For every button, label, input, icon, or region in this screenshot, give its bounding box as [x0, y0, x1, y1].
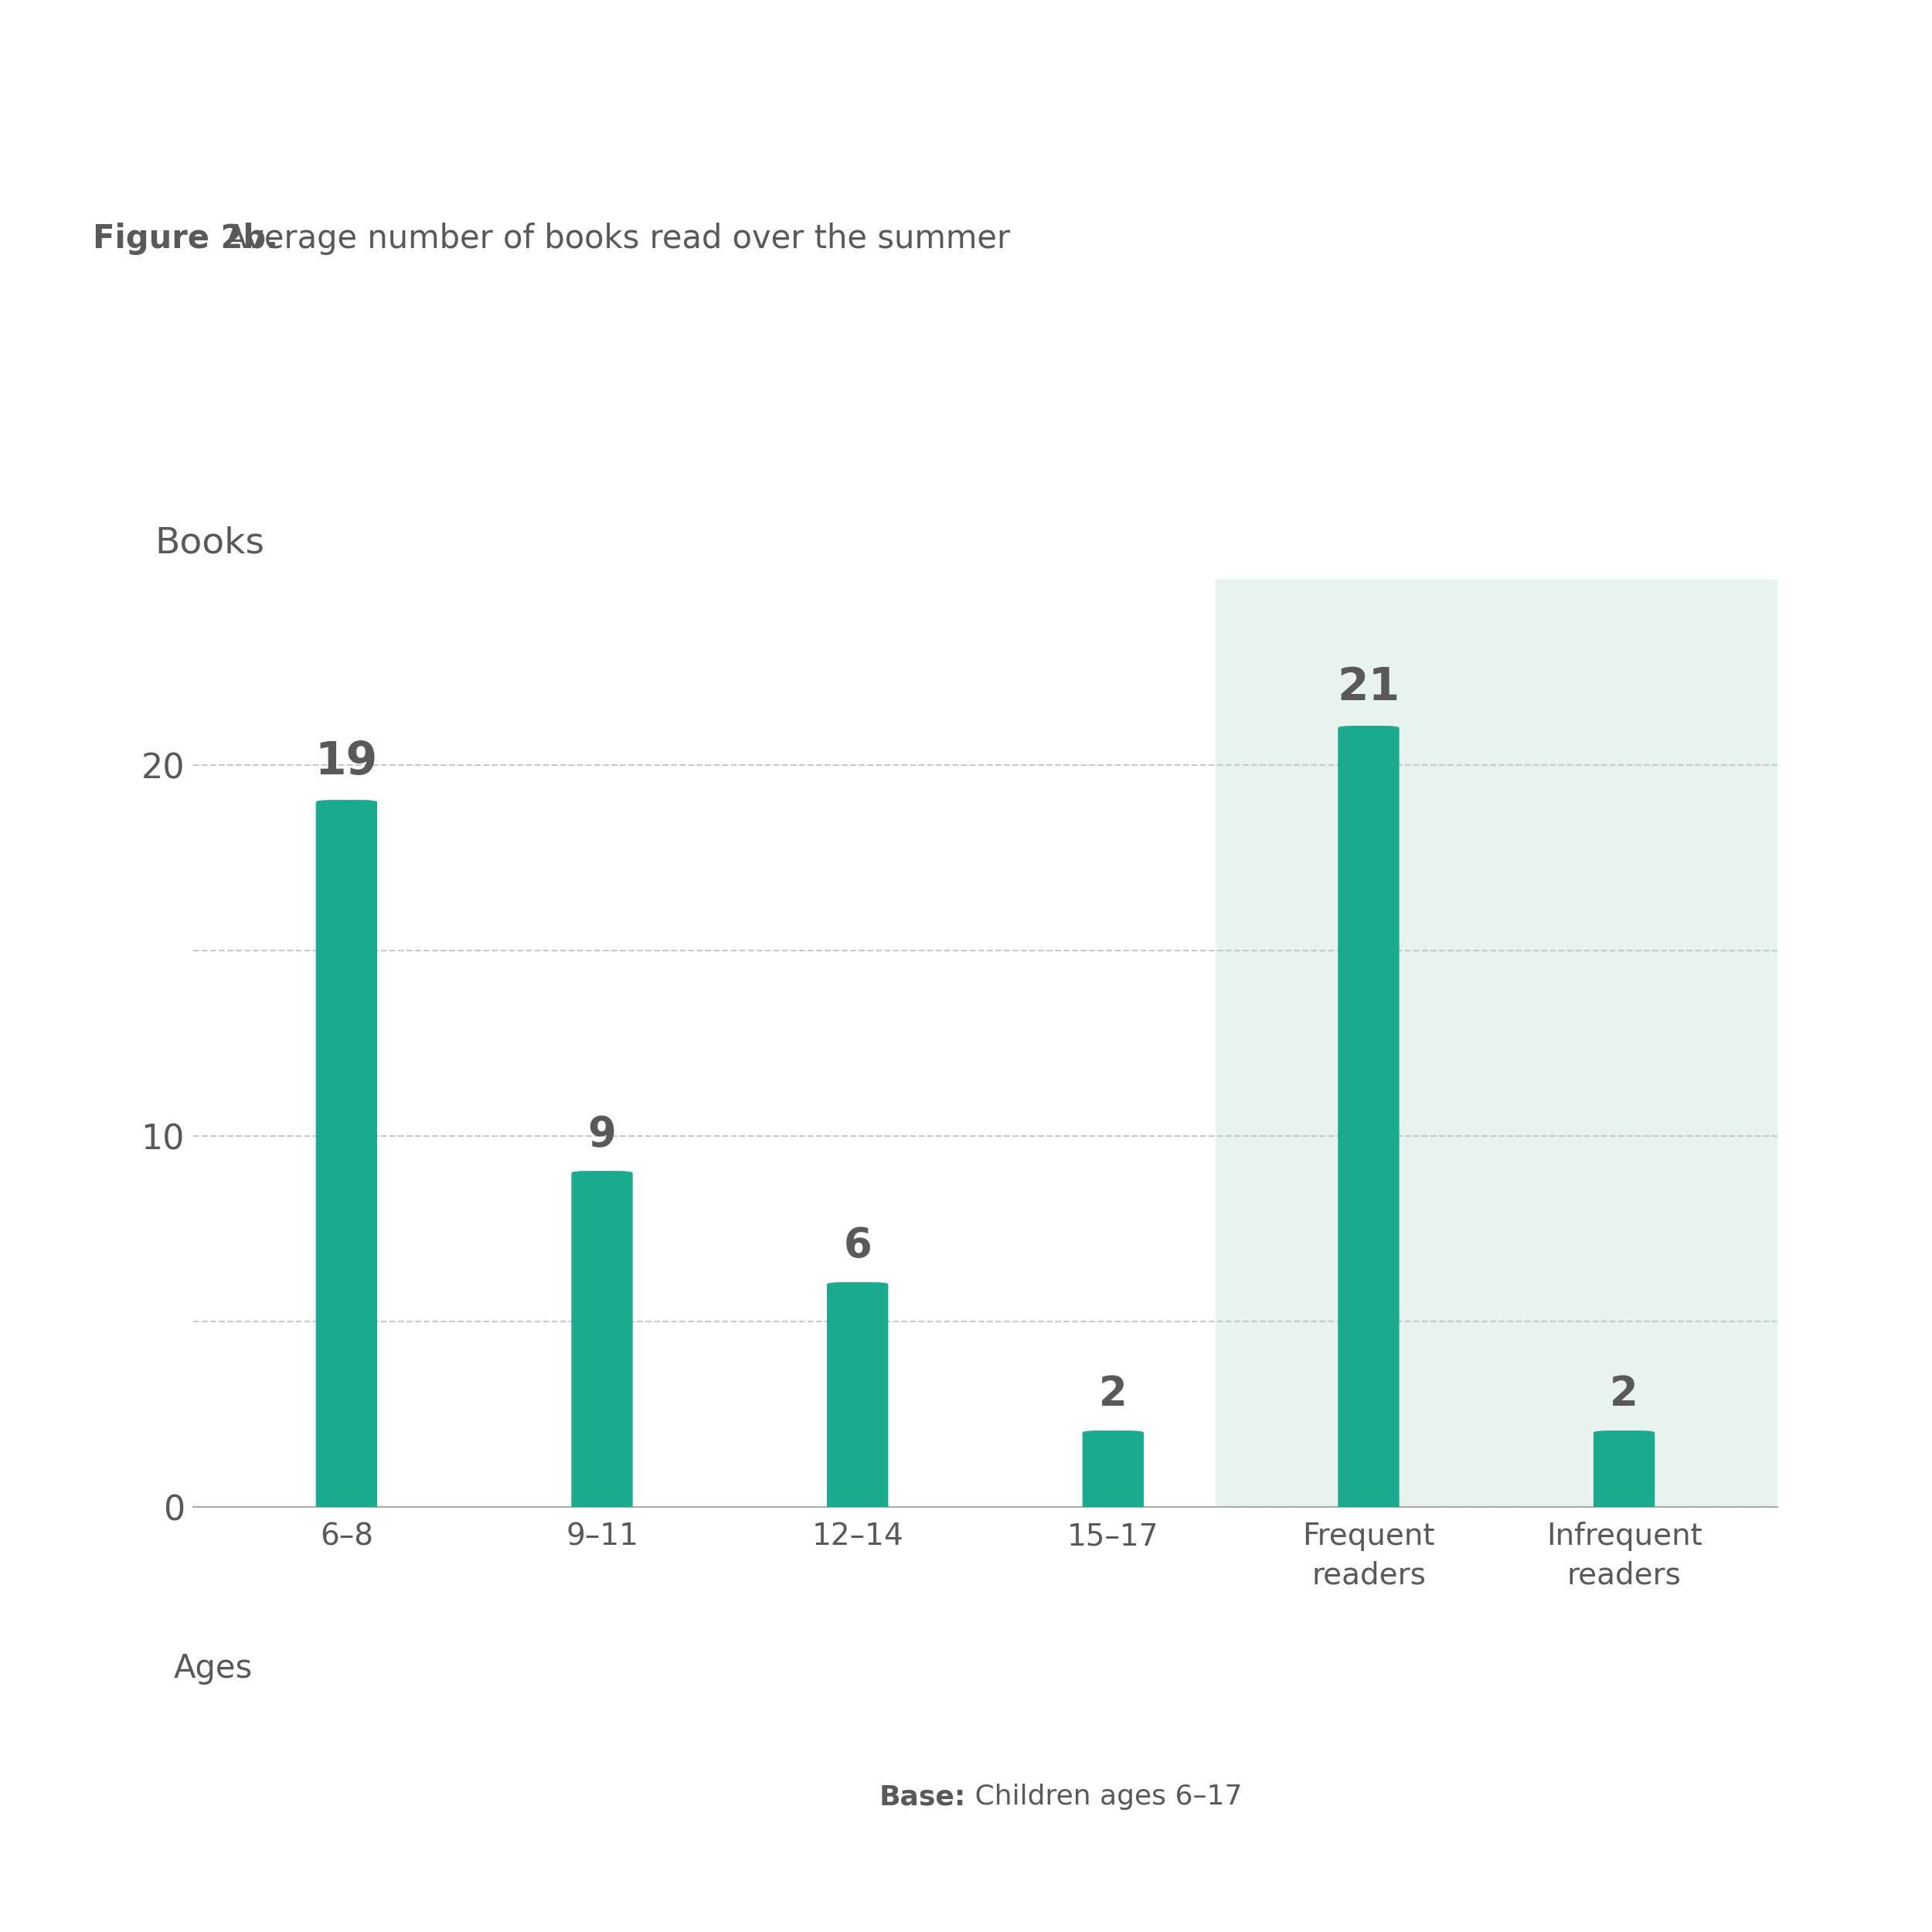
- FancyBboxPatch shape: [1082, 1430, 1144, 1509]
- Text: Number of books read over the summer varies by age and by
reading frequency: Number of books read over the summer var…: [93, 35, 1578, 135]
- FancyBboxPatch shape: [827, 1283, 889, 1509]
- Text: Figure 2b.: Figure 2b.: [93, 222, 278, 255]
- FancyBboxPatch shape: [1339, 726, 1399, 1509]
- Text: Children ages 6–17: Children ages 6–17: [966, 1783, 1242, 1810]
- Text: 6: 6: [844, 1225, 871, 1265]
- Text: 19: 19: [315, 740, 379, 784]
- Text: 21: 21: [1337, 665, 1401, 709]
- Text: 2: 2: [1099, 1374, 1126, 1414]
- FancyBboxPatch shape: [1594, 1430, 1656, 1509]
- FancyBboxPatch shape: [572, 1171, 632, 1509]
- Bar: [1215, 580, 1777, 1507]
- Text: Books: Books: [155, 526, 265, 560]
- FancyBboxPatch shape: [315, 800, 377, 1509]
- Text: 9: 9: [587, 1115, 616, 1155]
- Text: 2: 2: [1609, 1374, 1638, 1414]
- Text: Base:: Base:: [879, 1783, 966, 1810]
- Text: Ages: Ages: [174, 1652, 253, 1685]
- Text: Average number of books read over the summer: Average number of books read over the su…: [214, 222, 1010, 255]
